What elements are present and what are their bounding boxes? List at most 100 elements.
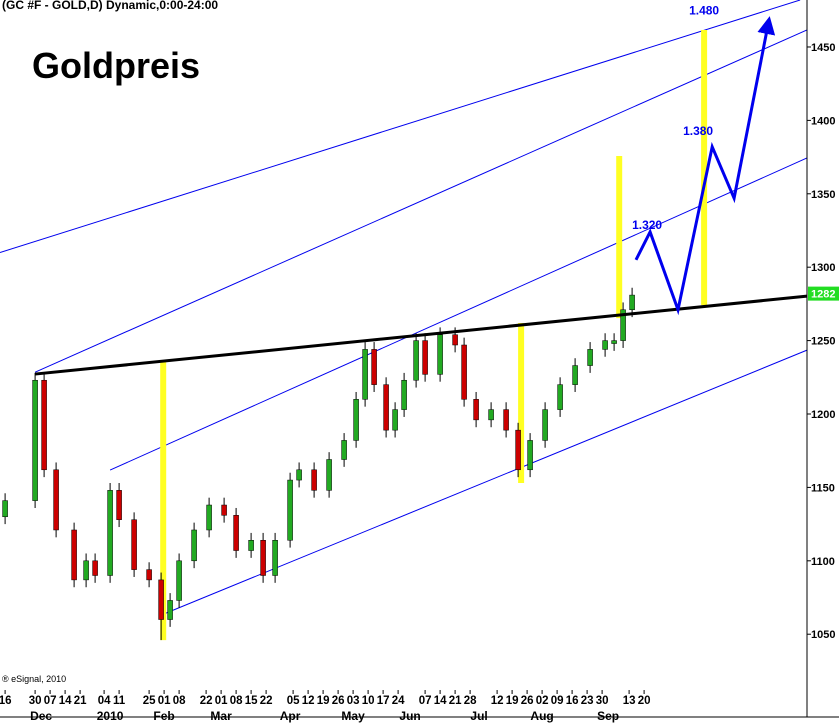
month-label: Sep bbox=[597, 709, 619, 723]
candle-body bbox=[71, 529, 77, 581]
x-tick-label: 21 bbox=[449, 695, 462, 707]
candle-body bbox=[260, 540, 266, 576]
x-tick-label: 03 bbox=[347, 695, 360, 707]
month-label: Jun bbox=[399, 709, 420, 723]
candle-body bbox=[392, 409, 398, 431]
y-tick-label: 1400 bbox=[811, 115, 835, 127]
y-tick-label: 1350 bbox=[811, 189, 835, 201]
annotation: 1.320 bbox=[632, 218, 662, 232]
y-tick-label: 1100 bbox=[811, 556, 835, 568]
x-tick-label: 04 bbox=[98, 695, 111, 707]
candle-body bbox=[572, 365, 578, 385]
x-tick-label: 26 bbox=[332, 695, 345, 707]
x-tick-label: 22 bbox=[200, 695, 213, 707]
candle-body bbox=[602, 340, 608, 350]
candle-body bbox=[362, 349, 368, 400]
x-tick-label: 10 bbox=[362, 695, 375, 707]
x-tick-label: 01 bbox=[158, 695, 171, 707]
last-price-label: 1282 bbox=[811, 289, 835, 301]
y-tick-label: 1250 bbox=[811, 336, 835, 348]
x-tick-label: 24 bbox=[392, 695, 405, 707]
header: (GC #F - GOLD,D) Dynamic,0:00-24:00 bbox=[2, 0, 218, 12]
candle-body bbox=[353, 399, 359, 441]
candle-body bbox=[437, 334, 443, 375]
month-label: Aug bbox=[530, 709, 553, 723]
x-tick-label: 12 bbox=[491, 695, 504, 707]
month-label: Jul bbox=[470, 709, 487, 723]
x-tick-label: 19 bbox=[317, 695, 330, 707]
y-tick-label: 1450 bbox=[811, 42, 835, 54]
candle-body bbox=[41, 379, 47, 471]
x-tick-label: 05 bbox=[287, 695, 300, 707]
annotation: 1.480 bbox=[689, 4, 719, 18]
candle-body bbox=[452, 334, 458, 346]
candle-body bbox=[413, 340, 419, 381]
x-tick-label: 16 bbox=[0, 695, 11, 707]
x-tick-label: 01 bbox=[215, 695, 228, 707]
candle-body bbox=[2, 500, 8, 518]
x-tick-label: 19 bbox=[506, 695, 519, 707]
month-label: Mar bbox=[210, 709, 232, 723]
candle-body bbox=[131, 519, 137, 570]
candle-body bbox=[473, 399, 479, 421]
candle-body bbox=[158, 579, 164, 620]
chart-title: Goldpreis bbox=[32, 45, 200, 86]
x-tick-label: 20 bbox=[638, 695, 651, 707]
channel-line bbox=[0, 0, 801, 253]
x-tick-label: 21 bbox=[74, 695, 87, 707]
month-label: Apr bbox=[280, 709, 301, 723]
last-price-tag bbox=[808, 286, 839, 301]
candle-body bbox=[542, 409, 548, 441]
x-tick-label: 22 bbox=[260, 695, 273, 707]
x-tick-label: 26 bbox=[521, 695, 534, 707]
x-tick-label: 28 bbox=[464, 695, 477, 707]
plot-area bbox=[0, 0, 808, 641]
candle-body bbox=[92, 560, 98, 576]
candle-body bbox=[488, 409, 494, 421]
x-tick-label: 17 bbox=[377, 695, 390, 707]
candle-body bbox=[557, 384, 563, 410]
x-tick-label: 25 bbox=[143, 695, 156, 707]
x-tick-label: 30 bbox=[29, 695, 42, 707]
candle-body bbox=[620, 309, 626, 341]
month-label: Feb bbox=[153, 709, 174, 723]
y-tick-label: 1300 bbox=[811, 262, 835, 274]
candle-body bbox=[248, 540, 254, 551]
month-label: Dec bbox=[30, 709, 52, 723]
x-tick-label: 08 bbox=[173, 695, 186, 707]
candle-body bbox=[527, 440, 533, 471]
channel-line bbox=[109, 157, 808, 471]
y-tick-label: 1050 bbox=[811, 629, 835, 641]
candle-body bbox=[53, 469, 59, 531]
x-tick-label: 23 bbox=[581, 695, 594, 707]
candle-body bbox=[107, 490, 113, 576]
x-tick-label: 02 bbox=[536, 695, 549, 707]
candle-body bbox=[383, 384, 389, 431]
candle-body bbox=[515, 429, 521, 471]
annotation: 1.380 bbox=[683, 124, 713, 138]
candle-body bbox=[587, 349, 593, 366]
x-tick-label: 15 bbox=[245, 695, 258, 707]
y-tick-label: 1200 bbox=[811, 409, 835, 421]
x-tick-label: 07 bbox=[44, 695, 57, 707]
x-tick-label: 13 bbox=[623, 695, 636, 707]
candle-body bbox=[167, 600, 173, 620]
candle-body bbox=[326, 459, 332, 491]
x-tick-label: 30 bbox=[596, 695, 609, 707]
footer: ® eSignal, 2010 bbox=[2, 674, 66, 684]
candle-body bbox=[287, 479, 293, 541]
x-tick-label: 07 bbox=[419, 695, 432, 707]
month-label: May bbox=[341, 709, 365, 723]
channel-line bbox=[163, 349, 808, 615]
candle-body bbox=[83, 560, 89, 581]
candle-body bbox=[341, 440, 347, 460]
candle-body bbox=[311, 469, 317, 491]
candle-body bbox=[32, 379, 38, 501]
candle-body bbox=[146, 569, 152, 581]
candle-body bbox=[401, 379, 407, 410]
candle-body bbox=[422, 340, 428, 375]
candle-body bbox=[461, 344, 467, 400]
y-tick-label: 1150 bbox=[811, 482, 835, 494]
x-tick-label: 09 bbox=[551, 695, 564, 707]
